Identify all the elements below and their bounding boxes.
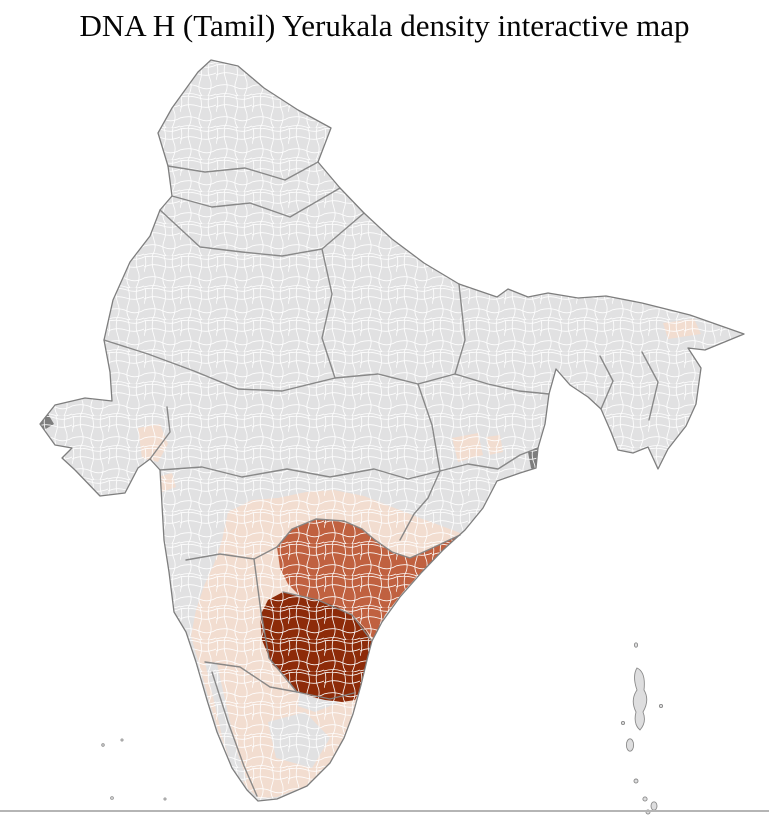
state-borders — [103, 161, 659, 797]
map-title: DNA H (Tamil) Yerukala density interacti… — [79, 8, 690, 43]
lakshadweep[interactable] — [101, 738, 167, 801]
country-outline — [39, 59, 745, 802]
bottom-divider — [0, 810, 769, 812]
district-boundaries-overlay — [40, 60, 744, 801]
andaman-nicobar-islands[interactable] — [620, 642, 664, 815]
